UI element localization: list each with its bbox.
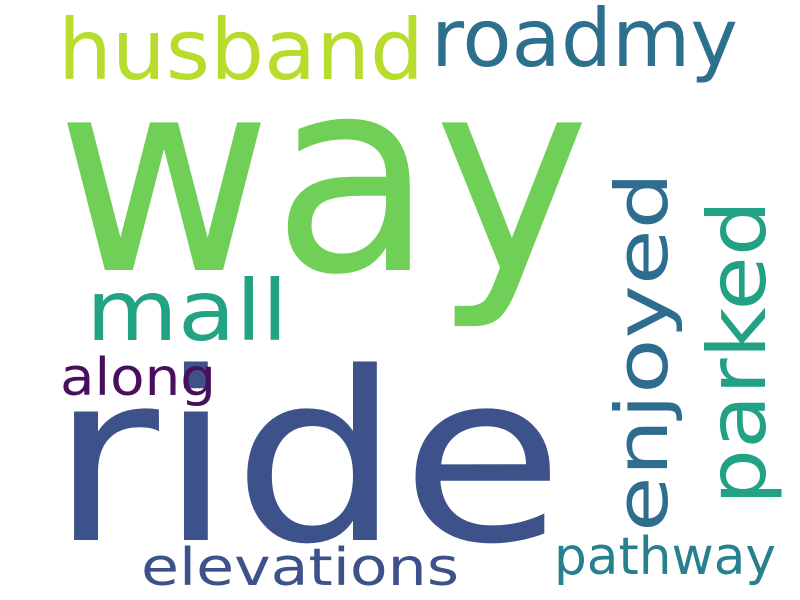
word-enjoyed: enjoyed — [600, 172, 684, 532]
word-elevations: elevations — [141, 538, 459, 598]
word-roadmy: roadmy — [431, 0, 738, 85]
word-parked: parked — [691, 200, 784, 505]
word-ride: ride — [50, 323, 564, 596]
word-mall: mall — [86, 262, 288, 360]
word-husband: husband — [58, 1, 424, 99]
word-along: along — [60, 348, 216, 408]
word-pathway: pathway — [554, 527, 776, 587]
word-way: way — [56, 19, 590, 334]
